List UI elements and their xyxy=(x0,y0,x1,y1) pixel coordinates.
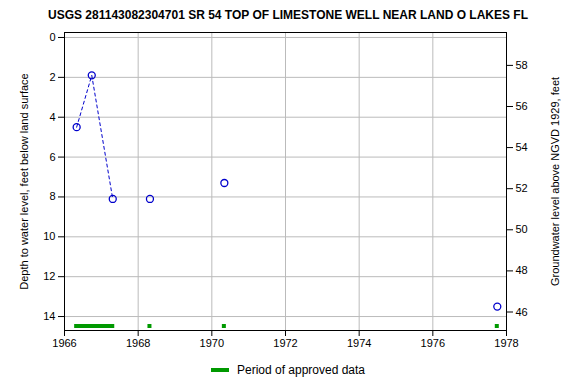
svg-text:1968: 1968 xyxy=(126,337,150,349)
svg-text:6: 6 xyxy=(49,151,55,163)
html-text:USGS 281143082304701 SR 54 TOP: USGS 281143082304701 SR 54 TOP OF LIMEST… xyxy=(48,8,528,22)
svg-text:58: 58 xyxy=(516,59,528,71)
svg-text:1966: 1966 xyxy=(52,337,76,349)
svg-text:1978: 1978 xyxy=(494,337,518,349)
svg-text:52: 52 xyxy=(516,182,528,194)
svg-text:14: 14 xyxy=(43,310,55,322)
svg-text:10: 10 xyxy=(43,230,55,242)
svg-text:54: 54 xyxy=(516,141,528,153)
html-text:Period of approved data: Period of approved data xyxy=(237,363,365,377)
svg-text:56: 56 xyxy=(516,100,528,112)
svg-text:1970: 1970 xyxy=(200,337,224,349)
svg-text:Groundwater level above NGVD 1: Groundwater level above NGVD 1929, feet xyxy=(549,77,561,286)
svg-text:50: 50 xyxy=(516,223,528,235)
svg-text:1972: 1972 xyxy=(273,337,297,349)
svg-text:Depth to water level, feet bel: Depth to water level, feet below land su… xyxy=(18,73,30,289)
svg-text:48: 48 xyxy=(516,264,528,276)
svg-text:0: 0 xyxy=(49,31,55,43)
svg-text:1974: 1974 xyxy=(347,337,371,349)
svg-text:12: 12 xyxy=(43,270,55,282)
svg-text:1976: 1976 xyxy=(421,337,445,349)
svg-text:8: 8 xyxy=(49,190,55,202)
svg-text:46: 46 xyxy=(516,306,528,318)
svg-text:2: 2 xyxy=(49,71,55,83)
svg-text:4: 4 xyxy=(49,111,55,123)
